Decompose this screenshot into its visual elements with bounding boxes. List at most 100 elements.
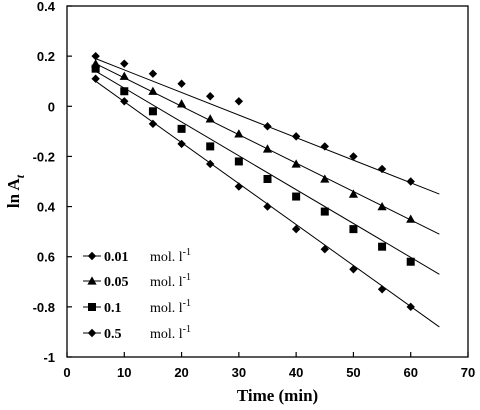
legend-series-unit: mol. l-1 xyxy=(150,247,191,265)
data-point-series-2 xyxy=(406,214,416,223)
legend: 0.01 mol. l-10.05 mol. l-10.1 mol. l-10.5 mo… xyxy=(83,247,191,342)
legend-unit-text: mol. l xyxy=(150,250,183,265)
data-point-series-2 xyxy=(320,174,330,183)
data-point-series-1 xyxy=(320,142,329,151)
legend-series-name: 0.5 xyxy=(104,327,122,342)
data-point-series-3 xyxy=(320,207,329,216)
data-point-series-1 xyxy=(291,132,301,141)
data-point-series-4 xyxy=(206,159,215,169)
x-tick-label: 30 xyxy=(232,365,246,380)
data-point-series-4 xyxy=(148,119,158,129)
legend-item: 0.5 mol. l-1 xyxy=(83,324,191,342)
legend-unit-superscript: -1 xyxy=(183,298,191,309)
x-tick-label: 20 xyxy=(174,365,188,380)
y-tick-label: 0.4 xyxy=(37,200,56,215)
plot-frame xyxy=(66,5,469,358)
data-point-series-3 xyxy=(292,192,301,201)
y-axis-title-subscript: t xyxy=(13,174,27,178)
data-point-series-4 xyxy=(377,285,387,294)
data-point-series-1 xyxy=(263,122,272,131)
y-tick-label: -0.8 xyxy=(33,300,55,315)
fit-line-series-3 xyxy=(95,70,440,275)
legend-series-name: 0.05 xyxy=(104,275,129,290)
data-point-series-2 xyxy=(348,189,359,198)
y-tick-label: -0.2 xyxy=(33,149,55,164)
data-point-series-1 xyxy=(91,51,100,61)
plot-area-border xyxy=(66,5,469,358)
data-point-series-2 xyxy=(176,99,187,108)
legend-series-name: 0.01 xyxy=(104,250,129,265)
legend-marker xyxy=(87,276,97,285)
legend-unit-text: mol. l xyxy=(150,301,183,316)
data-point-series-4 xyxy=(320,244,329,254)
data-point-series-3 xyxy=(406,257,415,266)
data-point-series-4 xyxy=(234,182,244,191)
fit-lines xyxy=(95,58,440,328)
data-point-series-3 xyxy=(148,107,157,116)
legend-unit-superscript: -1 xyxy=(183,247,191,258)
data-point-series-2 xyxy=(119,71,129,80)
legend-unit-text: mol. l xyxy=(150,327,183,342)
data-point-series-4 xyxy=(406,302,415,312)
x-axis-title: Time (min) xyxy=(237,386,318,405)
data-point-series-1 xyxy=(148,69,158,78)
y-axis-title: ln At xyxy=(4,174,27,208)
data-point-series-1 xyxy=(377,164,387,174)
data-point-series-4 xyxy=(120,97,129,106)
data-point-series-2 xyxy=(148,86,158,95)
y-tick-label: 0.2 xyxy=(37,49,55,64)
legend-series-unit: mol. l-1 xyxy=(150,298,191,316)
data-point-series-1 xyxy=(349,152,358,161)
data-point-series-3 xyxy=(177,124,186,133)
legend-series-unit: mol. l-1 xyxy=(150,324,191,342)
legend-unit-superscript: -1 xyxy=(183,324,191,335)
y-tick-label: 0 xyxy=(48,99,55,114)
data-point-series-3 xyxy=(206,142,215,151)
data-point-series-3 xyxy=(263,174,272,183)
data-point-series-2 xyxy=(291,159,301,168)
data-point-series-2 xyxy=(205,114,215,123)
axis-ticks xyxy=(66,5,469,358)
data-point-series-3 xyxy=(349,225,358,234)
x-tick-label: 60 xyxy=(403,365,417,380)
y-axis-title-main: ln A xyxy=(4,178,23,208)
data-point-series-3 xyxy=(234,157,243,166)
data-points xyxy=(91,51,416,312)
legend-marker xyxy=(88,303,96,311)
data-point-series-1 xyxy=(406,177,415,186)
axis-tick-labels: 0 10 20 30 40 50 60 70 0.4 0.2 0 -0.2 0.4 0.6 -0.8 -1 xyxy=(33,0,476,380)
legend-marker xyxy=(87,328,97,338)
data-point-series-3 xyxy=(120,87,129,96)
data-point-series-4 xyxy=(291,224,301,234)
x-tick-label: 40 xyxy=(289,365,303,380)
legend-unit-text: mol. l xyxy=(150,275,183,290)
y-tick-label: 0.4 xyxy=(37,0,56,14)
data-point-series-4 xyxy=(91,74,100,83)
data-point-series-4 xyxy=(263,202,272,211)
data-point-series-1 xyxy=(177,79,186,88)
data-point-series-3 xyxy=(378,242,387,251)
legend-series-name: 0.1 xyxy=(104,301,122,316)
data-point-series-4 xyxy=(177,139,186,149)
x-tick-label: 10 xyxy=(117,365,131,380)
data-point-series-4 xyxy=(349,265,358,274)
data-point-series-2 xyxy=(377,201,387,211)
legend-series-unit: mol. l-1 xyxy=(150,272,191,290)
legend-marker xyxy=(87,251,97,261)
legend-item: 0.1 mol. l-1 xyxy=(83,298,191,316)
legend-unit-superscript: -1 xyxy=(183,272,191,283)
y-tick-label: -1 xyxy=(43,350,55,365)
x-tick-label: 70 xyxy=(461,365,475,380)
data-point-series-2 xyxy=(262,144,273,153)
x-tick-label: 0 xyxy=(63,365,70,380)
legend-item: 0.01 mol. l-1 xyxy=(83,247,191,265)
data-point-series-2 xyxy=(234,129,244,138)
legend-item: 0.05 mol. l-1 xyxy=(83,272,191,290)
data-point-series-1 xyxy=(234,97,244,106)
data-point-series-1 xyxy=(120,59,129,68)
data-point-series-3 xyxy=(91,64,100,73)
x-tick-label: 50 xyxy=(346,365,360,380)
data-point-series-1 xyxy=(206,92,215,101)
y-tick-label: 0.6 xyxy=(37,250,55,265)
